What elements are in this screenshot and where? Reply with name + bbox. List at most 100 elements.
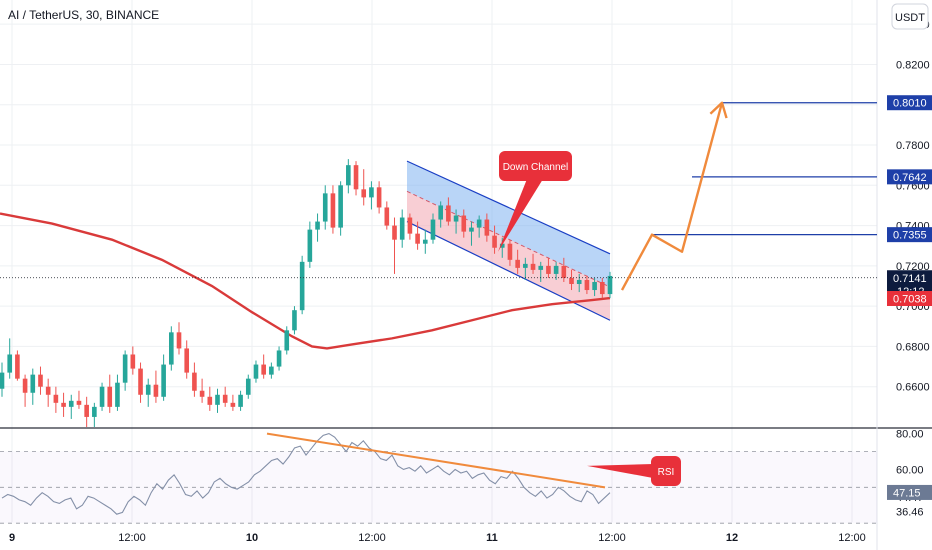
candle[interactable] (61, 392, 66, 417)
candle[interactable] (292, 306, 297, 335)
candle[interactable] (422, 229, 428, 254)
candle[interactable] (245, 374, 251, 399)
candle[interactable] (407, 213, 413, 240)
candle[interactable] (253, 360, 259, 383)
candle[interactable] (68, 394, 74, 419)
candle[interactable] (222, 386, 228, 407)
candle[interactable] (515, 249, 520, 274)
candle[interactable] (499, 237, 505, 258)
time-axis[interactable]: 9 12:00 10 12:00 11 12:00 12 12:00 (9, 532, 866, 544)
candle[interactable] (523, 257, 528, 280)
candle-body (269, 366, 274, 375)
candle[interactable] (115, 374, 120, 411)
candle-body (299, 261, 305, 311)
candle[interactable] (415, 221, 420, 250)
candle[interactable] (330, 185, 336, 234)
candle[interactable] (476, 215, 482, 238)
candlestick-series[interactable] (0, 159, 613, 427)
candle[interactable] (215, 388, 220, 413)
candle[interactable] (492, 225, 497, 254)
candle-body (446, 205, 451, 222)
candle[interactable] (53, 386, 59, 413)
candle[interactable] (45, 378, 51, 407)
price-axis[interactable]: 0.84000.82000.80000.78000.76000.74000.72… (887, 19, 932, 519)
candle[interactable] (576, 273, 582, 293)
candle[interactable] (7, 338, 13, 379)
candle[interactable] (461, 209, 467, 238)
candle[interactable] (299, 255, 305, 315)
candle[interactable] (346, 159, 351, 194)
candle[interactable] (553, 261, 559, 280)
candle[interactable] (469, 221, 474, 246)
candle-body (107, 386, 113, 407)
candle[interactable] (107, 374, 113, 413)
candle[interactable] (130, 346, 136, 375)
candle[interactable] (453, 209, 459, 234)
candle[interactable] (15, 350, 20, 381)
candle[interactable] (122, 350, 128, 391)
candle[interactable] (238, 390, 243, 411)
candle[interactable] (561, 257, 567, 282)
candle[interactable] (546, 257, 551, 278)
candle[interactable] (99, 382, 105, 411)
candle[interactable] (84, 396, 89, 427)
candle[interactable] (30, 368, 36, 405)
rsi-tick-label: 80.00 (896, 429, 924, 441)
candle[interactable] (338, 181, 343, 236)
candle[interactable] (353, 161, 359, 196)
candle[interactable] (176, 322, 182, 355)
price-tag: 0.7355 (887, 227, 932, 243)
candle[interactable] (92, 402, 97, 427)
candle[interactable] (192, 362, 197, 397)
candle[interactable] (607, 271, 613, 299)
candle[interactable] (507, 239, 513, 266)
candle[interactable] (446, 197, 451, 226)
rsi-callout-label: RSI (658, 467, 675, 478)
candle[interactable] (384, 201, 390, 230)
currency-button[interactable]: USDT (891, 3, 929, 30)
candle[interactable] (592, 277, 597, 297)
candle[interactable] (484, 213, 490, 242)
rsi-callout-box (651, 456, 681, 486)
candle[interactable] (145, 378, 151, 407)
candle[interactable] (399, 209, 405, 248)
candle[interactable] (322, 185, 328, 230)
candle[interactable] (430, 213, 436, 244)
candle[interactable] (199, 378, 205, 403)
candle[interactable] (584, 275, 590, 295)
candle-body (15, 354, 20, 379)
candle[interactable] (0, 362, 5, 397)
candle[interactable] (161, 354, 166, 401)
candle[interactable] (184, 340, 190, 379)
candle[interactable] (392, 217, 397, 274)
candle[interactable] (138, 362, 143, 403)
candle[interactable] (315, 213, 320, 242)
candle[interactable] (22, 374, 28, 407)
candle-body (7, 354, 13, 373)
candle[interactable] (599, 277, 605, 299)
candle[interactable] (376, 181, 382, 214)
candle[interactable] (153, 370, 159, 403)
price-tag-label: 0.7642 (893, 172, 927, 184)
rsi-divergence-line (266, 432, 606, 489)
candle[interactable] (207, 386, 213, 411)
candle[interactable] (276, 346, 282, 371)
candle-body (592, 281, 597, 291)
candle[interactable] (530, 253, 536, 274)
candle[interactable] (284, 326, 290, 355)
candle[interactable] (269, 362, 274, 379)
candle[interactable] (538, 261, 544, 282)
candle[interactable] (230, 394, 236, 411)
candle[interactable] (438, 201, 443, 228)
candle[interactable] (569, 269, 574, 291)
candle[interactable] (369, 181, 374, 210)
candle[interactable] (361, 169, 367, 206)
candle[interactable] (169, 326, 174, 371)
price-level-lines[interactable] (0, 102, 877, 279)
candle[interactable] (38, 366, 43, 395)
candle[interactable] (76, 390, 82, 409)
candle[interactable] (307, 221, 313, 268)
candle[interactable] (261, 354, 266, 379)
candle-body (207, 396, 213, 405)
